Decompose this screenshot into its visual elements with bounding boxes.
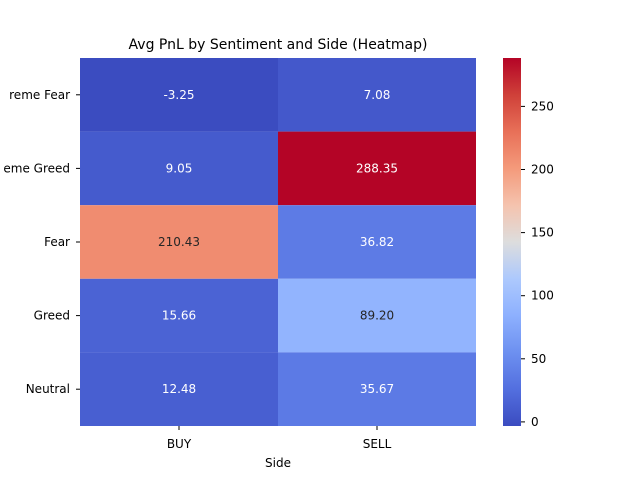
x-tick-label-1: SELL [363, 437, 392, 451]
colorbar-tick-label-1: 50 [531, 352, 546, 366]
heatmap-cell-4-1 [278, 352, 476, 426]
heatmap-cells [80, 58, 476, 426]
colorbar-tick-label-3: 150 [531, 226, 554, 240]
y-tick-label-4: Neutral [26, 382, 70, 396]
heatmap-value-label-2-0: 210.43 [158, 235, 200, 249]
heatmap-cell-3-0 [80, 278, 278, 353]
heatmap-value-label-0-1: 7.08 [364, 88, 391, 102]
colorbar [503, 58, 521, 426]
chart-title: Avg PnL by Sentiment and Side (Heatmap) [129, 37, 428, 53]
heatmap-cell-1-1 [278, 131, 476, 206]
colorbar-tick-label-4: 200 [531, 162, 554, 176]
y-tick-label-1: eme Greed [3, 161, 70, 175]
heatmap-value-label-2-1: 36.82 [360, 235, 394, 249]
heatmap-value-labels: -3.25 7.08 9.05 288.35 210.43 36.82 15.66 89.20… [158, 88, 398, 396]
x-axis-label: Side [265, 456, 291, 470]
heatmap-value-label-1-0: 9.05 [166, 161, 193, 175]
heatmap-cell-4-0 [80, 352, 278, 426]
heatmap-value-label-4-0: 12.48 [162, 382, 196, 396]
heatmap-cell-1-0 [80, 131, 278, 206]
y-axis: reme Fear eme Greed Fear Greed Neutral [3, 88, 80, 396]
x-axis: BUY SELL [167, 426, 392, 451]
y-tick-label-2: Fear [44, 235, 70, 249]
colorbar-axis: 0 50 100 150 200 250 [521, 99, 554, 429]
x-tick-label-0: BUY [167, 437, 192, 451]
heatmap-cell-2-1 [278, 205, 476, 279]
heatmap-value-label-1-1: 288.35 [356, 161, 398, 175]
y-tick-label-0: reme Fear [9, 88, 70, 102]
heatmap-value-label-3-1: 89.20 [360, 309, 394, 323]
colorbar-tick-label-0: 0 [531, 415, 539, 429]
colorbar-tick-label-2: 100 [531, 289, 554, 303]
heatmap-value-label-4-1: 35.67 [360, 382, 394, 396]
heatmap-cell-2-0 [80, 205, 278, 279]
heatmap-value-label-3-0: 15.66 [162, 309, 196, 323]
heatmap-value-label-0-0: -3.25 [163, 88, 194, 102]
y-tick-label-3: Greed [34, 309, 70, 323]
heatmap-cell-0-1 [278, 58, 476, 132]
colorbar-tick-label-5: 250 [531, 99, 554, 113]
heatmap-cell-0-0 [80, 58, 278, 132]
heatmap-cell-3-1 [278, 278, 476, 353]
